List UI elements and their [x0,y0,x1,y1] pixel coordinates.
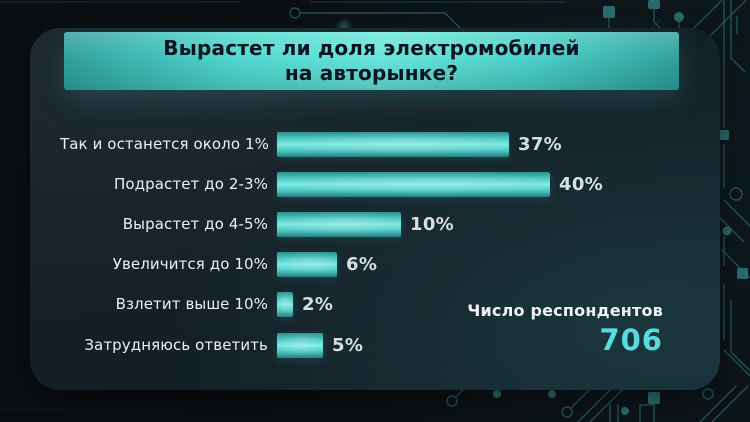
category-label: Взлетит выше 10% [115,295,268,313]
bar-so-ostanetsya-1 [277,131,509,157]
value-label: 10% [410,213,454,235]
bar-vyrastet-4-5 [277,211,401,237]
title-banner: Вырастет ли доля электромобилей на автор… [64,32,679,90]
bar-vzletit-vyshe-10 [277,291,293,317]
chart-title-line-1: Вырастет ли доля электромобилей [163,36,580,60]
category-label: Подрастет до 2-3% [113,175,268,193]
value-label: 2% [302,293,334,315]
chart-row-5: Взлетит выше 10% 2% [60,291,333,317]
value-label: 37% [518,133,562,155]
category-label: Так и останется около 1% [60,135,270,153]
category-label: Увеличится до 10% [112,255,268,273]
bar-uvelichitsya-10 [277,251,337,277]
chart-row-1: Так и останется около 1% 37% [60,131,562,157]
chart-row-4: Увеличится до 10% 6% [60,251,377,277]
value-label: 40% [559,173,603,195]
chart-row-3: Вырастет до 4-5% 10% [60,211,454,237]
chart-row-2: Подрастет до 2-3% 40% [60,171,603,197]
value-label: 5% [332,334,364,356]
category-label: Затрудняюсь ответить [84,336,268,354]
category-label: Вырастет до 4-5% [122,215,268,233]
bar-zatrudnyayus [277,332,323,358]
chart-row-6: Затрудняюсь ответить 5% [60,332,363,358]
value-label: 6% [346,253,378,275]
bar-podrastet-2-3 [277,171,550,197]
respondents-label: Число респондентов [467,301,663,320]
respondents-count: 706 [599,323,663,357]
respondents-block: Число респондентов 706 [467,301,663,357]
chart-title-line-2: на авторынке? [284,61,459,85]
